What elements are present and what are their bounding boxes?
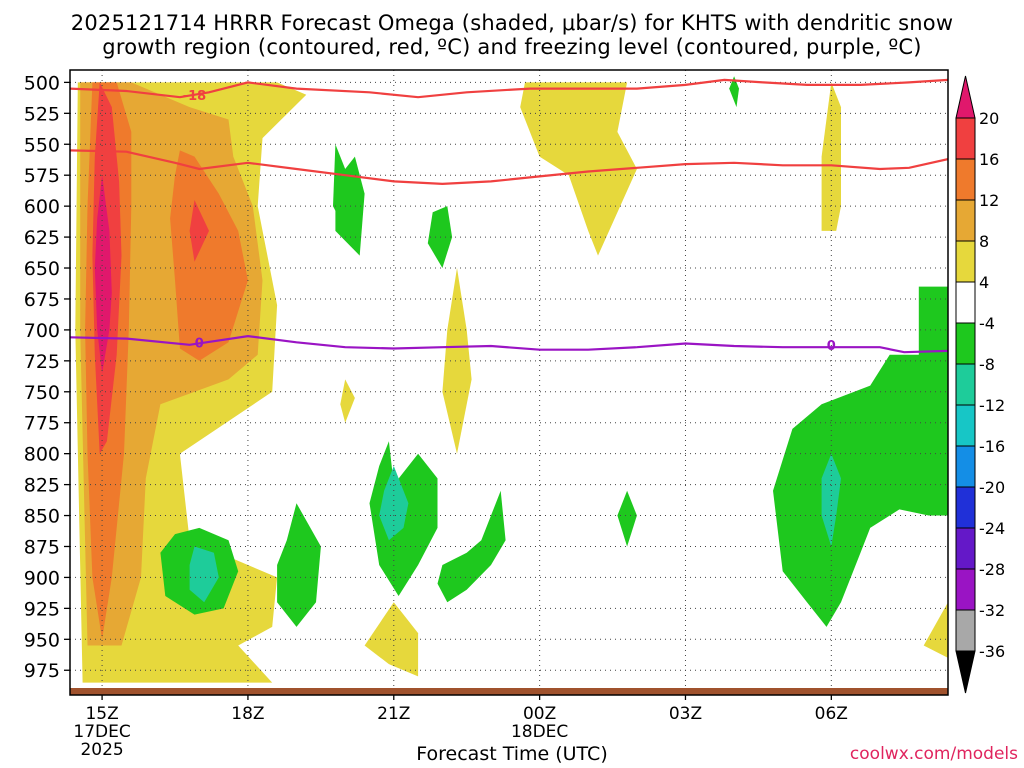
y-tick-label: 975 bbox=[24, 660, 60, 682]
omega-shade-4 bbox=[520, 82, 637, 256]
omega-shade-4 bbox=[364, 602, 419, 677]
y-tick-label: 825 bbox=[24, 475, 60, 497]
colorbar-swatch bbox=[955, 363, 976, 406]
x-tick-label: 18Z bbox=[231, 704, 264, 724]
x-tick-label: 03Z bbox=[669, 704, 702, 724]
y-tick-label: 950 bbox=[24, 629, 60, 651]
plot-area: -18 0 0 bbox=[70, 70, 948, 695]
x-tick-label: 21Z bbox=[377, 704, 410, 724]
colorbar-label: -8 bbox=[979, 355, 995, 374]
colorbar-swatch bbox=[955, 199, 976, 242]
omega-shade-4 bbox=[923, 602, 948, 658]
x-tick-date-label: 18DEC bbox=[511, 722, 568, 742]
y-tick-label: 600 bbox=[24, 196, 60, 218]
dgz-contour-label: -18 bbox=[183, 89, 207, 104]
colorbar-label: 8 bbox=[979, 232, 989, 251]
plot-frame bbox=[69, 69, 949, 696]
omega-shade-neg4 bbox=[427, 206, 453, 268]
omega-shade-neg4 bbox=[333, 144, 346, 225]
credit-link[interactable]: coolwx.com/models bbox=[849, 744, 1018, 764]
x-tick-label: 06Z bbox=[815, 704, 848, 724]
omega-shade-4 bbox=[821, 82, 841, 231]
y-tick-label: 525 bbox=[24, 103, 60, 125]
y-tick-label: 850 bbox=[24, 506, 60, 528]
y-tick-label: 900 bbox=[24, 567, 60, 589]
y-tick-label: 925 bbox=[24, 598, 60, 620]
colorbar-swatch bbox=[955, 158, 976, 201]
y-tick-label: 800 bbox=[24, 444, 60, 466]
colorbar-label: -24 bbox=[979, 519, 1005, 538]
omega-shade-16 bbox=[189, 200, 209, 262]
y-tick-label: 575 bbox=[24, 165, 60, 187]
y-tick-label: 650 bbox=[24, 258, 60, 280]
omega-shade-12 bbox=[170, 150, 248, 361]
freezing-level-label: 0 bbox=[827, 339, 836, 354]
colorbar-swatch bbox=[955, 404, 976, 447]
colorbar-label: -20 bbox=[979, 478, 1005, 497]
colorbar-swatch bbox=[955, 445, 976, 488]
y-tick-label: 750 bbox=[24, 382, 60, 404]
colorbar-swatch bbox=[955, 527, 976, 570]
x-tick-label: 00Z bbox=[523, 704, 556, 724]
x-tick-label: 15Z bbox=[85, 704, 118, 724]
colorbar-swatch bbox=[955, 117, 976, 160]
colorbar-swatch bbox=[955, 609, 976, 652]
y-tick-label: 550 bbox=[24, 134, 60, 156]
terrain-strip bbox=[70, 688, 948, 695]
omega-shade-neg4 bbox=[277, 503, 321, 627]
colorbar-label: 20 bbox=[979, 109, 999, 128]
dgz-contour-line bbox=[70, 149, 948, 186]
colorbar-swatch bbox=[955, 568, 976, 611]
colorbar-top-triangle bbox=[955, 75, 976, 119]
omega-shade-neg4 bbox=[437, 490, 506, 603]
y-tick-label: 625 bbox=[24, 227, 60, 249]
y-tick-label: 775 bbox=[24, 413, 60, 435]
colorbar-bottom-triangle bbox=[955, 650, 976, 694]
freezing-level-label: 0 bbox=[195, 336, 204, 351]
colorbar-swatch bbox=[955, 240, 976, 283]
omega-shade-20 bbox=[94, 175, 112, 374]
omega-shade-neg8 bbox=[379, 466, 409, 541]
y-tick-label: 875 bbox=[24, 536, 60, 558]
colorbar-label: -12 bbox=[979, 396, 1005, 415]
x-tick-year-label: 2025 bbox=[80, 740, 123, 760]
y-tick-label: 675 bbox=[24, 289, 60, 311]
colorbar-label: 12 bbox=[979, 191, 999, 210]
colorbar-label: -16 bbox=[979, 437, 1005, 456]
colorbar-label: 16 bbox=[979, 150, 999, 169]
y-tick-label: 725 bbox=[24, 351, 60, 373]
colorbar-label: -28 bbox=[979, 560, 1005, 579]
omega-shade-neg4 bbox=[773, 286, 948, 627]
colorbar-swatch bbox=[955, 322, 976, 365]
dgz-contour-line bbox=[70, 78, 948, 99]
chart-title-line-1: 2025121714 HRRR Forecast Omega (shaded, … bbox=[70, 11, 954, 35]
x-axis-label: Forecast Time (UTC) bbox=[416, 743, 608, 765]
omega-shade-neg8 bbox=[189, 546, 219, 603]
omega-shade-neg4 bbox=[617, 490, 637, 547]
colorbar-swatch bbox=[955, 486, 976, 529]
colorbar-label: -36 bbox=[979, 642, 1005, 661]
colorbar-label: -32 bbox=[979, 601, 1005, 620]
colorbar-label: 4 bbox=[979, 273, 989, 292]
y-tick-label: 700 bbox=[24, 320, 60, 342]
omega-shade-4 bbox=[340, 379, 355, 423]
colorbar-swatch bbox=[955, 281, 976, 324]
freezing-level-line bbox=[70, 334, 948, 354]
x-tick-date-label: 17DEC bbox=[73, 722, 130, 742]
chart-title-line-2: growth region (contoured, red, ºC) and f… bbox=[102, 35, 922, 59]
colorbar-label: -4 bbox=[979, 314, 995, 333]
omega-shade-4 bbox=[442, 268, 472, 454]
y-tick-label: 500 bbox=[24, 72, 60, 94]
omega-shade-neg4 bbox=[729, 76, 739, 108]
